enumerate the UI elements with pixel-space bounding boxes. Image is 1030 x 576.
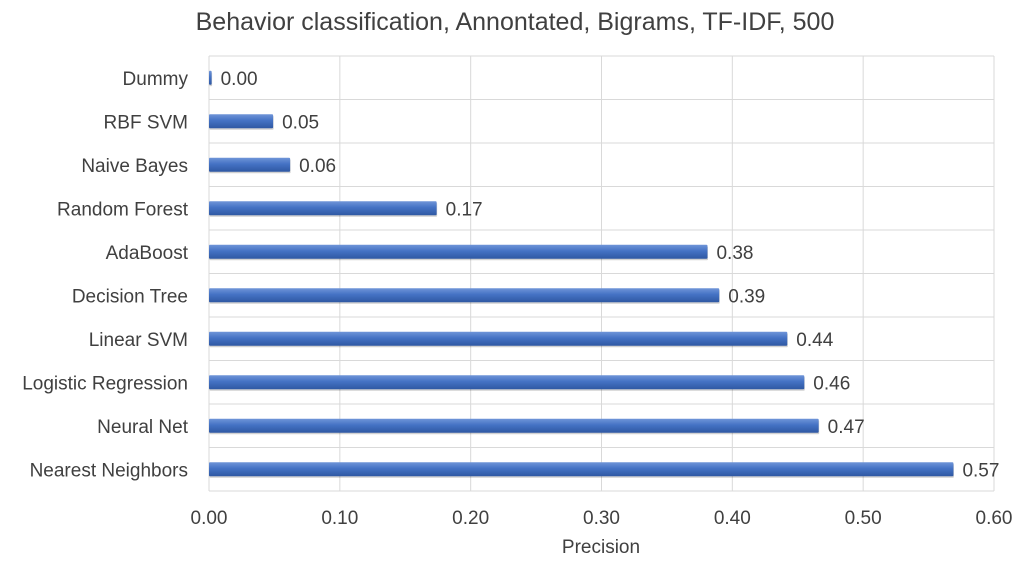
data-label: 0.05 xyxy=(282,112,319,133)
x-tick-label: 0.40 xyxy=(714,508,751,529)
category-label: RBF SVM xyxy=(104,112,188,133)
data-label: 0.17 xyxy=(446,199,483,220)
chart-title: Behavior classification, Annontated, Big… xyxy=(195,8,835,36)
bar xyxy=(209,70,212,85)
category-label: Neural Net xyxy=(97,417,189,438)
bar xyxy=(209,375,805,390)
bar xyxy=(209,418,819,433)
bar xyxy=(209,288,720,303)
category-label: Decision Tree xyxy=(72,286,188,307)
data-label: 0.44 xyxy=(796,330,833,351)
category-label: Dummy xyxy=(123,69,189,90)
x-tick-label: 0.20 xyxy=(452,508,489,529)
data-label: 0.38 xyxy=(716,243,753,264)
bar xyxy=(209,201,437,216)
x-axis-title: Precision xyxy=(562,537,640,558)
bars xyxy=(209,70,954,478)
grid-lines xyxy=(208,55,995,492)
category-label: AdaBoost xyxy=(106,243,189,264)
category-label: Naive Bayes xyxy=(81,156,188,177)
category-label: Linear SVM xyxy=(89,330,188,351)
category-label: Logistic Regression xyxy=(22,373,188,394)
data-label: 0.39 xyxy=(728,286,765,307)
bar xyxy=(209,331,788,346)
bar xyxy=(209,462,954,477)
bar xyxy=(209,157,291,172)
x-tick-label: 0.10 xyxy=(321,508,358,529)
category-label: Random Forest xyxy=(57,199,189,220)
category-label: Nearest Neighbors xyxy=(30,460,188,481)
labels: 0.00 0.10 0.20 0.30 0.40 0.50 0.60 Dummy 0.00 RBF… xyxy=(22,69,1012,529)
data-label: 0.57 xyxy=(962,460,999,481)
x-tick-label: 0.60 xyxy=(976,508,1013,529)
data-label: 0.06 xyxy=(299,156,336,177)
x-tick-label: 0.30 xyxy=(583,508,620,529)
data-label: 0.00 xyxy=(221,69,258,90)
data-label: 0.47 xyxy=(828,417,865,438)
data-label: 0.46 xyxy=(813,373,850,394)
bar xyxy=(209,114,274,129)
x-tick-label: 0.50 xyxy=(845,508,882,529)
bar xyxy=(209,244,708,259)
x-tick-label: 0.00 xyxy=(191,508,228,529)
